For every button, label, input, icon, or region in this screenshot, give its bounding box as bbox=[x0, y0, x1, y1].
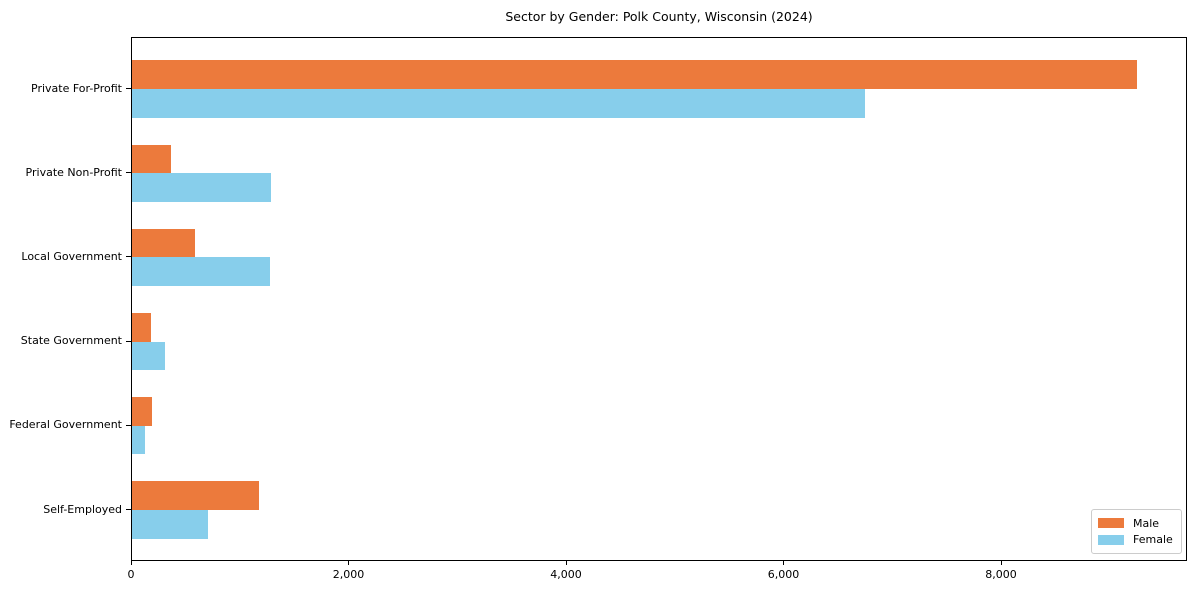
x-tick-label: 2,000 bbox=[332, 568, 365, 581]
bar-female-1 bbox=[132, 89, 865, 118]
legend-swatch-icon bbox=[1098, 534, 1124, 545]
x-tick-label: 6,000 bbox=[767, 568, 800, 581]
bar-male-4 bbox=[132, 313, 151, 342]
legend-label: Female bbox=[1133, 533, 1173, 547]
y-axis-label: Federal Government bbox=[9, 418, 122, 432]
x-tick bbox=[565, 561, 567, 565]
y-axis-label: Private For-Profit bbox=[31, 81, 122, 95]
x-tick-label: 4,000 bbox=[550, 568, 582, 581]
chart-title: Sector by Gender: Polk County, Wisconsin… bbox=[505, 9, 813, 24]
legend-item-female: Female bbox=[1098, 532, 1175, 548]
bar-female-6 bbox=[132, 510, 209, 539]
x-tick bbox=[1000, 561, 1002, 565]
legend-swatch-icon bbox=[1098, 518, 1124, 529]
y-tick bbox=[126, 424, 131, 426]
x-tick bbox=[130, 561, 132, 565]
bar-female-5 bbox=[132, 425, 146, 455]
y-axis-label: Private Non-Profit bbox=[25, 165, 122, 179]
bar-male-1 bbox=[132, 60, 1137, 89]
legend-label: Male bbox=[1133, 516, 1160, 530]
y-axis-label: Local Government bbox=[21, 249, 122, 263]
x-tick bbox=[783, 561, 785, 565]
y-tick bbox=[126, 88, 131, 89]
bar-male-3 bbox=[132, 228, 196, 258]
y-tick bbox=[126, 340, 131, 342]
y-axis-label: State Government bbox=[20, 334, 122, 348]
y-tick bbox=[126, 256, 131, 258]
bar-male-2 bbox=[132, 144, 172, 174]
y-tick bbox=[126, 509, 131, 510]
bar-female-2 bbox=[132, 173, 272, 202]
y-tick bbox=[126, 172, 131, 174]
plot-area bbox=[131, 37, 1187, 561]
bar-female-4 bbox=[132, 341, 165, 371]
legend-item-male: Male bbox=[1098, 515, 1175, 531]
y-axis-label: Self-Employed bbox=[43, 502, 122, 516]
x-tick-label: 8,000 bbox=[985, 568, 1017, 581]
bar-male-6 bbox=[132, 481, 260, 510]
bar-female-3 bbox=[132, 257, 271, 286]
bar-male-5 bbox=[132, 397, 152, 426]
legend: Male Female bbox=[1091, 509, 1182, 554]
x-tick-label: 0 bbox=[127, 568, 135, 581]
x-tick bbox=[348, 561, 349, 565]
